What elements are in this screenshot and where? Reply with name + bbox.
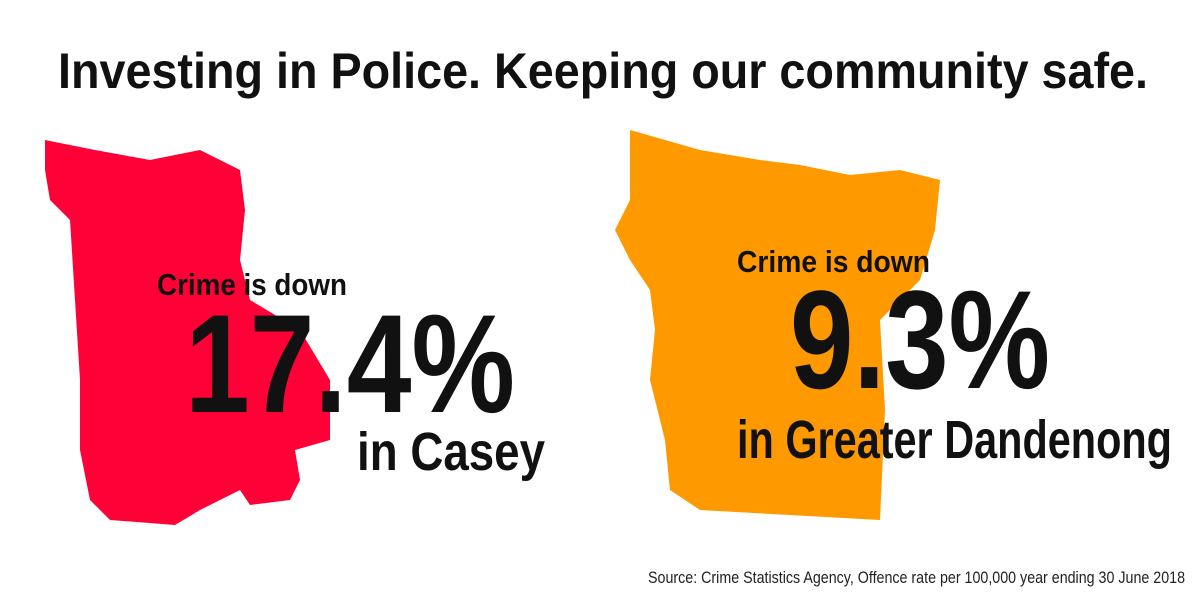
- percent-value: 9.3%: [790, 261, 1050, 418]
- casey-map-shape: [45, 140, 330, 525]
- lead-text: Crime is down: [157, 267, 347, 302]
- percent-value: 17.4%: [185, 285, 515, 442]
- title: Investing in Police. Keeping our communi…: [58, 43, 1148, 99]
- lead-text: Crime is down: [737, 244, 930, 279]
- region-text: in Casey: [357, 422, 545, 482]
- dandenong-map-shape: [615, 130, 940, 520]
- source-note: Source: Crime Statistics Agency, Offence…: [648, 568, 1185, 587]
- region-text: in Greater Dandenong: [737, 410, 1172, 470]
